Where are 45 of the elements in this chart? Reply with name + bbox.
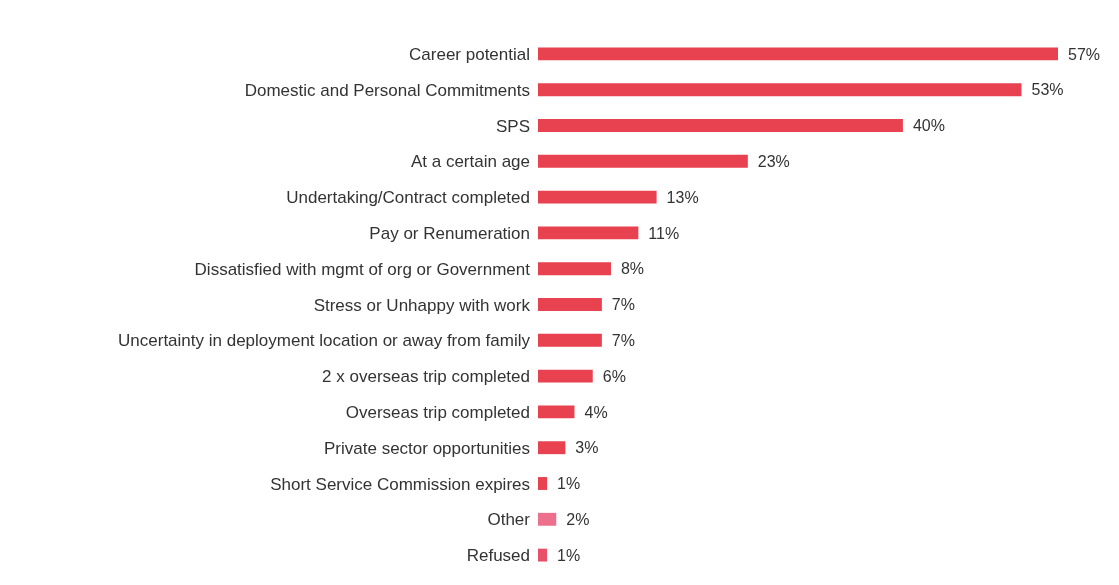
y-tick-label: Short Service Commission expires xyxy=(270,474,530,494)
data-label: 11% xyxy=(648,224,680,242)
bar xyxy=(538,441,566,455)
y-tick-label: Domestic and Personal Commitments xyxy=(244,80,530,100)
bar xyxy=(538,154,748,168)
data-label: 2% xyxy=(566,510,590,528)
data-label: 3% xyxy=(575,439,599,457)
data-label: 13% xyxy=(666,188,699,206)
y-tick-label: Overseas trip completed xyxy=(345,402,530,422)
bar xyxy=(538,477,548,490)
data-label: 7% xyxy=(611,296,635,314)
bar xyxy=(538,190,657,204)
bar xyxy=(538,512,557,526)
y-tick-label: Career potential xyxy=(409,44,530,64)
data-label: 4% xyxy=(584,403,608,421)
bar xyxy=(538,405,575,419)
y-tick-label: Refused xyxy=(466,546,530,566)
bar xyxy=(538,298,602,311)
data-label: 40% xyxy=(912,117,945,135)
bar xyxy=(538,83,1022,97)
data-label: 7% xyxy=(611,331,635,349)
bar xyxy=(538,47,1058,61)
data-label: 6% xyxy=(602,367,626,385)
data-label: 23% xyxy=(757,152,790,170)
data-label: 8% xyxy=(620,260,645,278)
data-label: 1% xyxy=(557,475,581,493)
y-tick-label: Undertaking/Contract completed xyxy=(286,188,530,208)
y-tick-label: Dissatisfied with mgmt of org or Government xyxy=(194,259,531,279)
y-tick-label: Stress or Unhappy with work xyxy=(313,295,531,315)
data-label: 1% xyxy=(557,546,581,564)
y-tick-label: At a certain age xyxy=(410,152,530,172)
y-tick-label: SPS xyxy=(495,116,530,136)
data-label: 57% xyxy=(1068,45,1101,63)
y-tick-label: Private sector opportunities xyxy=(324,438,530,458)
bar xyxy=(538,262,611,276)
bar xyxy=(538,119,903,132)
bar xyxy=(538,369,593,383)
bar xyxy=(538,548,548,562)
y-tick-label: Other xyxy=(487,510,531,530)
data-label: 53% xyxy=(1031,81,1064,99)
bar xyxy=(538,333,602,347)
bar xyxy=(538,226,639,240)
y-tick-label: Uncertainty in deployment location or away from family xyxy=(118,331,531,351)
y-tick-label: 2 x overseas trip completed xyxy=(322,367,530,387)
y-tick-label: Pay or Renumeration xyxy=(369,223,530,243)
